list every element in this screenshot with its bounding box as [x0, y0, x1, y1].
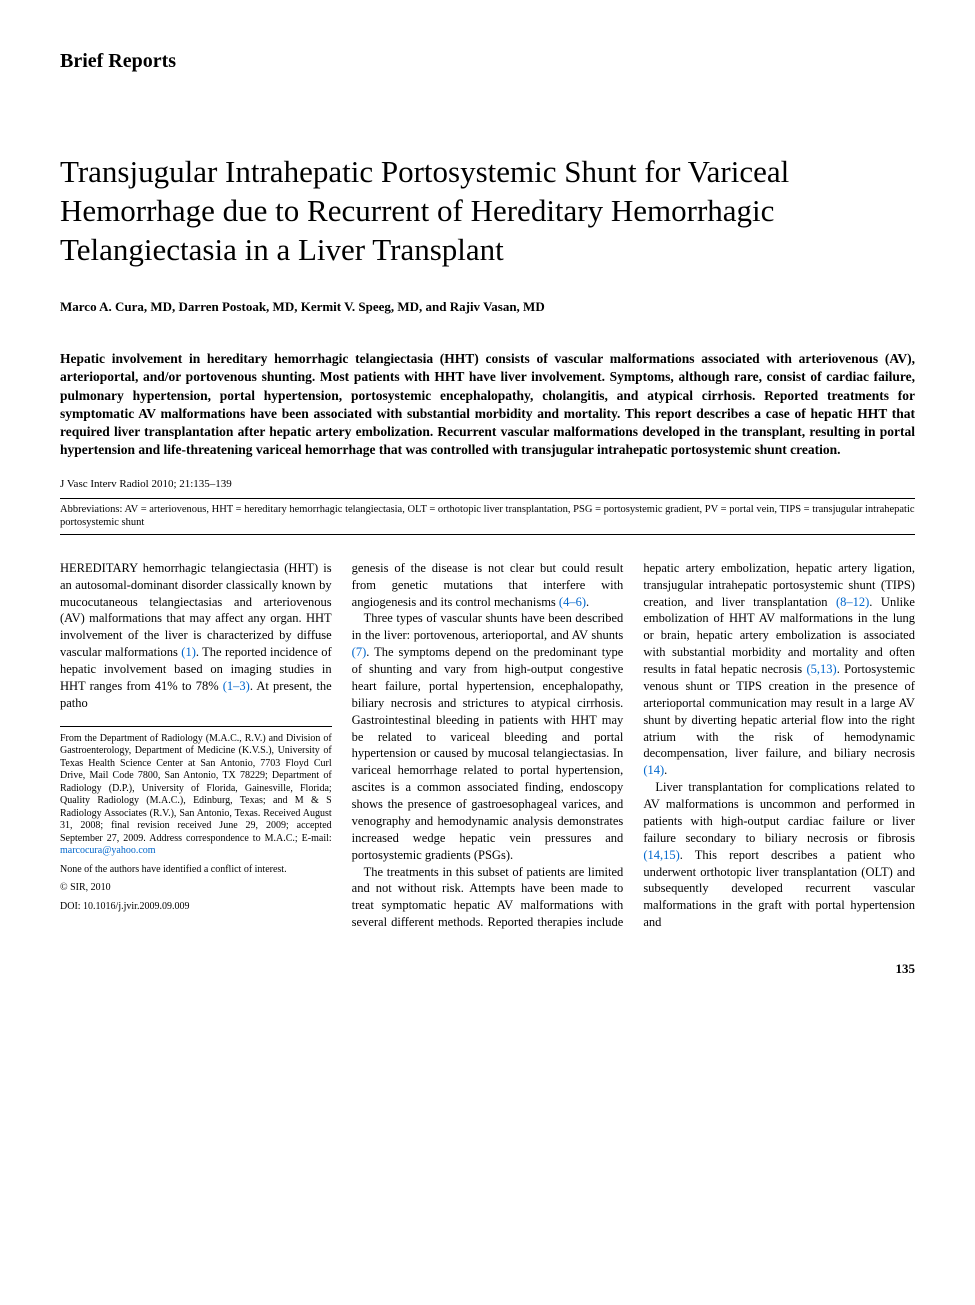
body-paragraph: genesis of the disease is not clear but … — [352, 560, 624, 611]
lead-word: HEREDITARY — [60, 561, 138, 575]
body-text: The treatments in this subset of patient… — [352, 865, 624, 913]
section-label: Brief Reports — [60, 50, 915, 73]
abstract: Hepatic involvement in hereditary hemorr… — [60, 350, 915, 459]
body-text: Three types of vascular shunts have been… — [352, 611, 624, 642]
body-paragraph: Three types of vascular shunts have been… — [352, 610, 624, 863]
reference-link[interactable]: (5,13) — [806, 662, 836, 676]
body-text: . — [664, 763, 667, 777]
body-text: Liver transplantation for complications … — [643, 780, 915, 845]
reference-link[interactable]: (14) — [643, 763, 664, 777]
doi-footnote: DOI: 10.1016/j.jvir.2009.09.009 — [60, 901, 332, 914]
reference-link[interactable]: (1) — [181, 645, 196, 659]
footnote-text: From the Department of Radiology (M.A.C.… — [60, 733, 332, 844]
body-text: . This report describes a patient who un… — [643, 848, 915, 930]
body-text: . The symptoms depend on the predominant… — [352, 645, 624, 862]
body-paragraph: HEREDITARY hemorrhagic telangiectasia (H… — [60, 560, 332, 712]
reference-link[interactable]: (7) — [352, 645, 367, 659]
article-body: HEREDITARY hemorrhagic telangiectasia (H… — [60, 560, 915, 931]
body-text: . — [586, 595, 589, 609]
conflict-footnote: None of the authors have identified a co… — [60, 864, 332, 877]
reference-link[interactable]: (4–6) — [559, 595, 586, 609]
reference-link[interactable]: (14,15) — [643, 848, 679, 862]
affiliation-footnote: From the Department of Radiology (M.A.C.… — [60, 733, 332, 858]
authors-line: Marco A. Cura, MD, Darren Postoak, MD, K… — [60, 299, 915, 315]
abbreviations: Abbreviations: AV = arteriovenous, HHT =… — [60, 498, 915, 535]
correspondence-email[interactable]: marcocura@yahoo.com — [60, 845, 156, 856]
page-number: 135 — [60, 961, 915, 977]
reference-link[interactable]: (1–3) — [223, 679, 250, 693]
copyright-footnote: © SIR, 2010 — [60, 882, 332, 895]
journal-citation: J Vasc Interv Radiol 2010; 21:135–139 — [60, 478, 915, 490]
reference-link[interactable]: (8–12) — [836, 595, 869, 609]
footnote-block: From the Department of Radiology (M.A.C.… — [60, 726, 332, 914]
article-title: Transjugular Intrahepatic Portosystemic … — [60, 153, 915, 269]
body-text: . Portosystemic venous shunt or TIPS cre… — [643, 662, 915, 760]
body-paragraph: Liver transplantation for complications … — [643, 779, 915, 931]
